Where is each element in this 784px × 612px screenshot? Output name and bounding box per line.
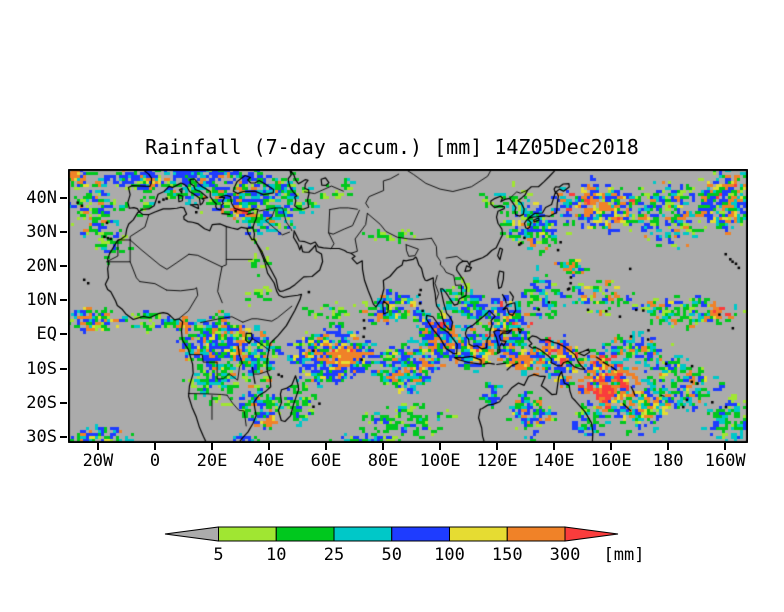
x-axis-tick-label: 0 (149, 451, 161, 471)
x-axis-tick (382, 443, 385, 450)
y-axis-tick (60, 435, 67, 438)
y-axis-tick-label: 10N (26, 290, 57, 311)
x-axis-tick (496, 443, 499, 450)
colorbar-level-label: 100 (434, 545, 465, 565)
x-axis-tick (553, 443, 556, 450)
y-axis-tick (60, 231, 67, 234)
colorbar-below-min-arrow (164, 526, 219, 542)
y-axis-tick (60, 367, 67, 370)
y-axis-tick-label: 20N (26, 256, 57, 277)
x-axis-tick (325, 443, 328, 450)
y-axis-tick-label: 20S (26, 392, 57, 413)
chart-title: Rainfall (7-day accum.) [mm] 14Z05Dec201… (145, 135, 639, 159)
y-axis-tick-label: 30N (26, 222, 57, 243)
y-axis-tick (60, 333, 67, 336)
colorbar-segment (506, 526, 566, 542)
colorbar-level-label: 25 (324, 545, 344, 565)
x-axis-tick (439, 443, 442, 450)
x-axis-tick-label: 120E (476, 451, 518, 471)
y-axis-tick-label: 30S (26, 426, 57, 447)
rainfall-map-canvas (68, 169, 748, 443)
y-axis-tick (60, 265, 67, 268)
x-axis-tick (724, 443, 727, 450)
y-axis-tick (60, 299, 67, 302)
x-axis-tick (210, 443, 213, 450)
colorbar-segment (449, 526, 508, 542)
colorbar-legend: 5 10 25 50 100 150 300 [mm] (164, 526, 645, 565)
colorbar-level-label: 150 (492, 545, 523, 565)
x-axis-tick-label: 40E (253, 451, 285, 471)
colorbar-level-label: 5 (213, 545, 223, 565)
y-axis-tick (60, 197, 67, 199)
y-axis-tick (60, 401, 67, 404)
x-axis-tick-label: 140E (533, 451, 575, 471)
y-axis-tick-label: 10S (26, 358, 57, 379)
x-axis-tick-label: 20W (82, 451, 114, 471)
x-axis-tick-label: 180 (652, 451, 684, 471)
x-axis-tick (96, 443, 99, 450)
colorbar-segment (333, 526, 393, 542)
x-axis-tick-label: 160E (590, 451, 632, 471)
x-axis-tick-label: 100E (419, 451, 461, 471)
x-axis-tick (610, 443, 613, 450)
x-axis-tick-label: 20E (196, 451, 228, 471)
map-plot-area (68, 169, 748, 443)
colorbar-segment (218, 526, 277, 542)
y-axis-tick-label: EQ (36, 324, 57, 345)
colorbar-above-max-arrow (564, 526, 619, 542)
x-axis-tick-label: 80E (367, 451, 399, 471)
y-axis-tick-label: 40N (26, 188, 57, 208)
colorbar-level-label: 300 (550, 545, 581, 565)
colorbar-segment (275, 526, 335, 542)
x-axis-tick-label: 160W (704, 451, 746, 471)
colorbar-unit-label: [mm] (604, 545, 645, 565)
colorbar-level-label: 10 (266, 545, 286, 565)
x-axis-tick (268, 443, 270, 450)
colorbar-segment (391, 526, 450, 542)
x-axis-tick-label: 60E (310, 451, 342, 471)
x-axis-tick (153, 443, 156, 450)
x-axis-tick (667, 443, 670, 450)
colorbar-level-label: 50 (382, 545, 402, 565)
